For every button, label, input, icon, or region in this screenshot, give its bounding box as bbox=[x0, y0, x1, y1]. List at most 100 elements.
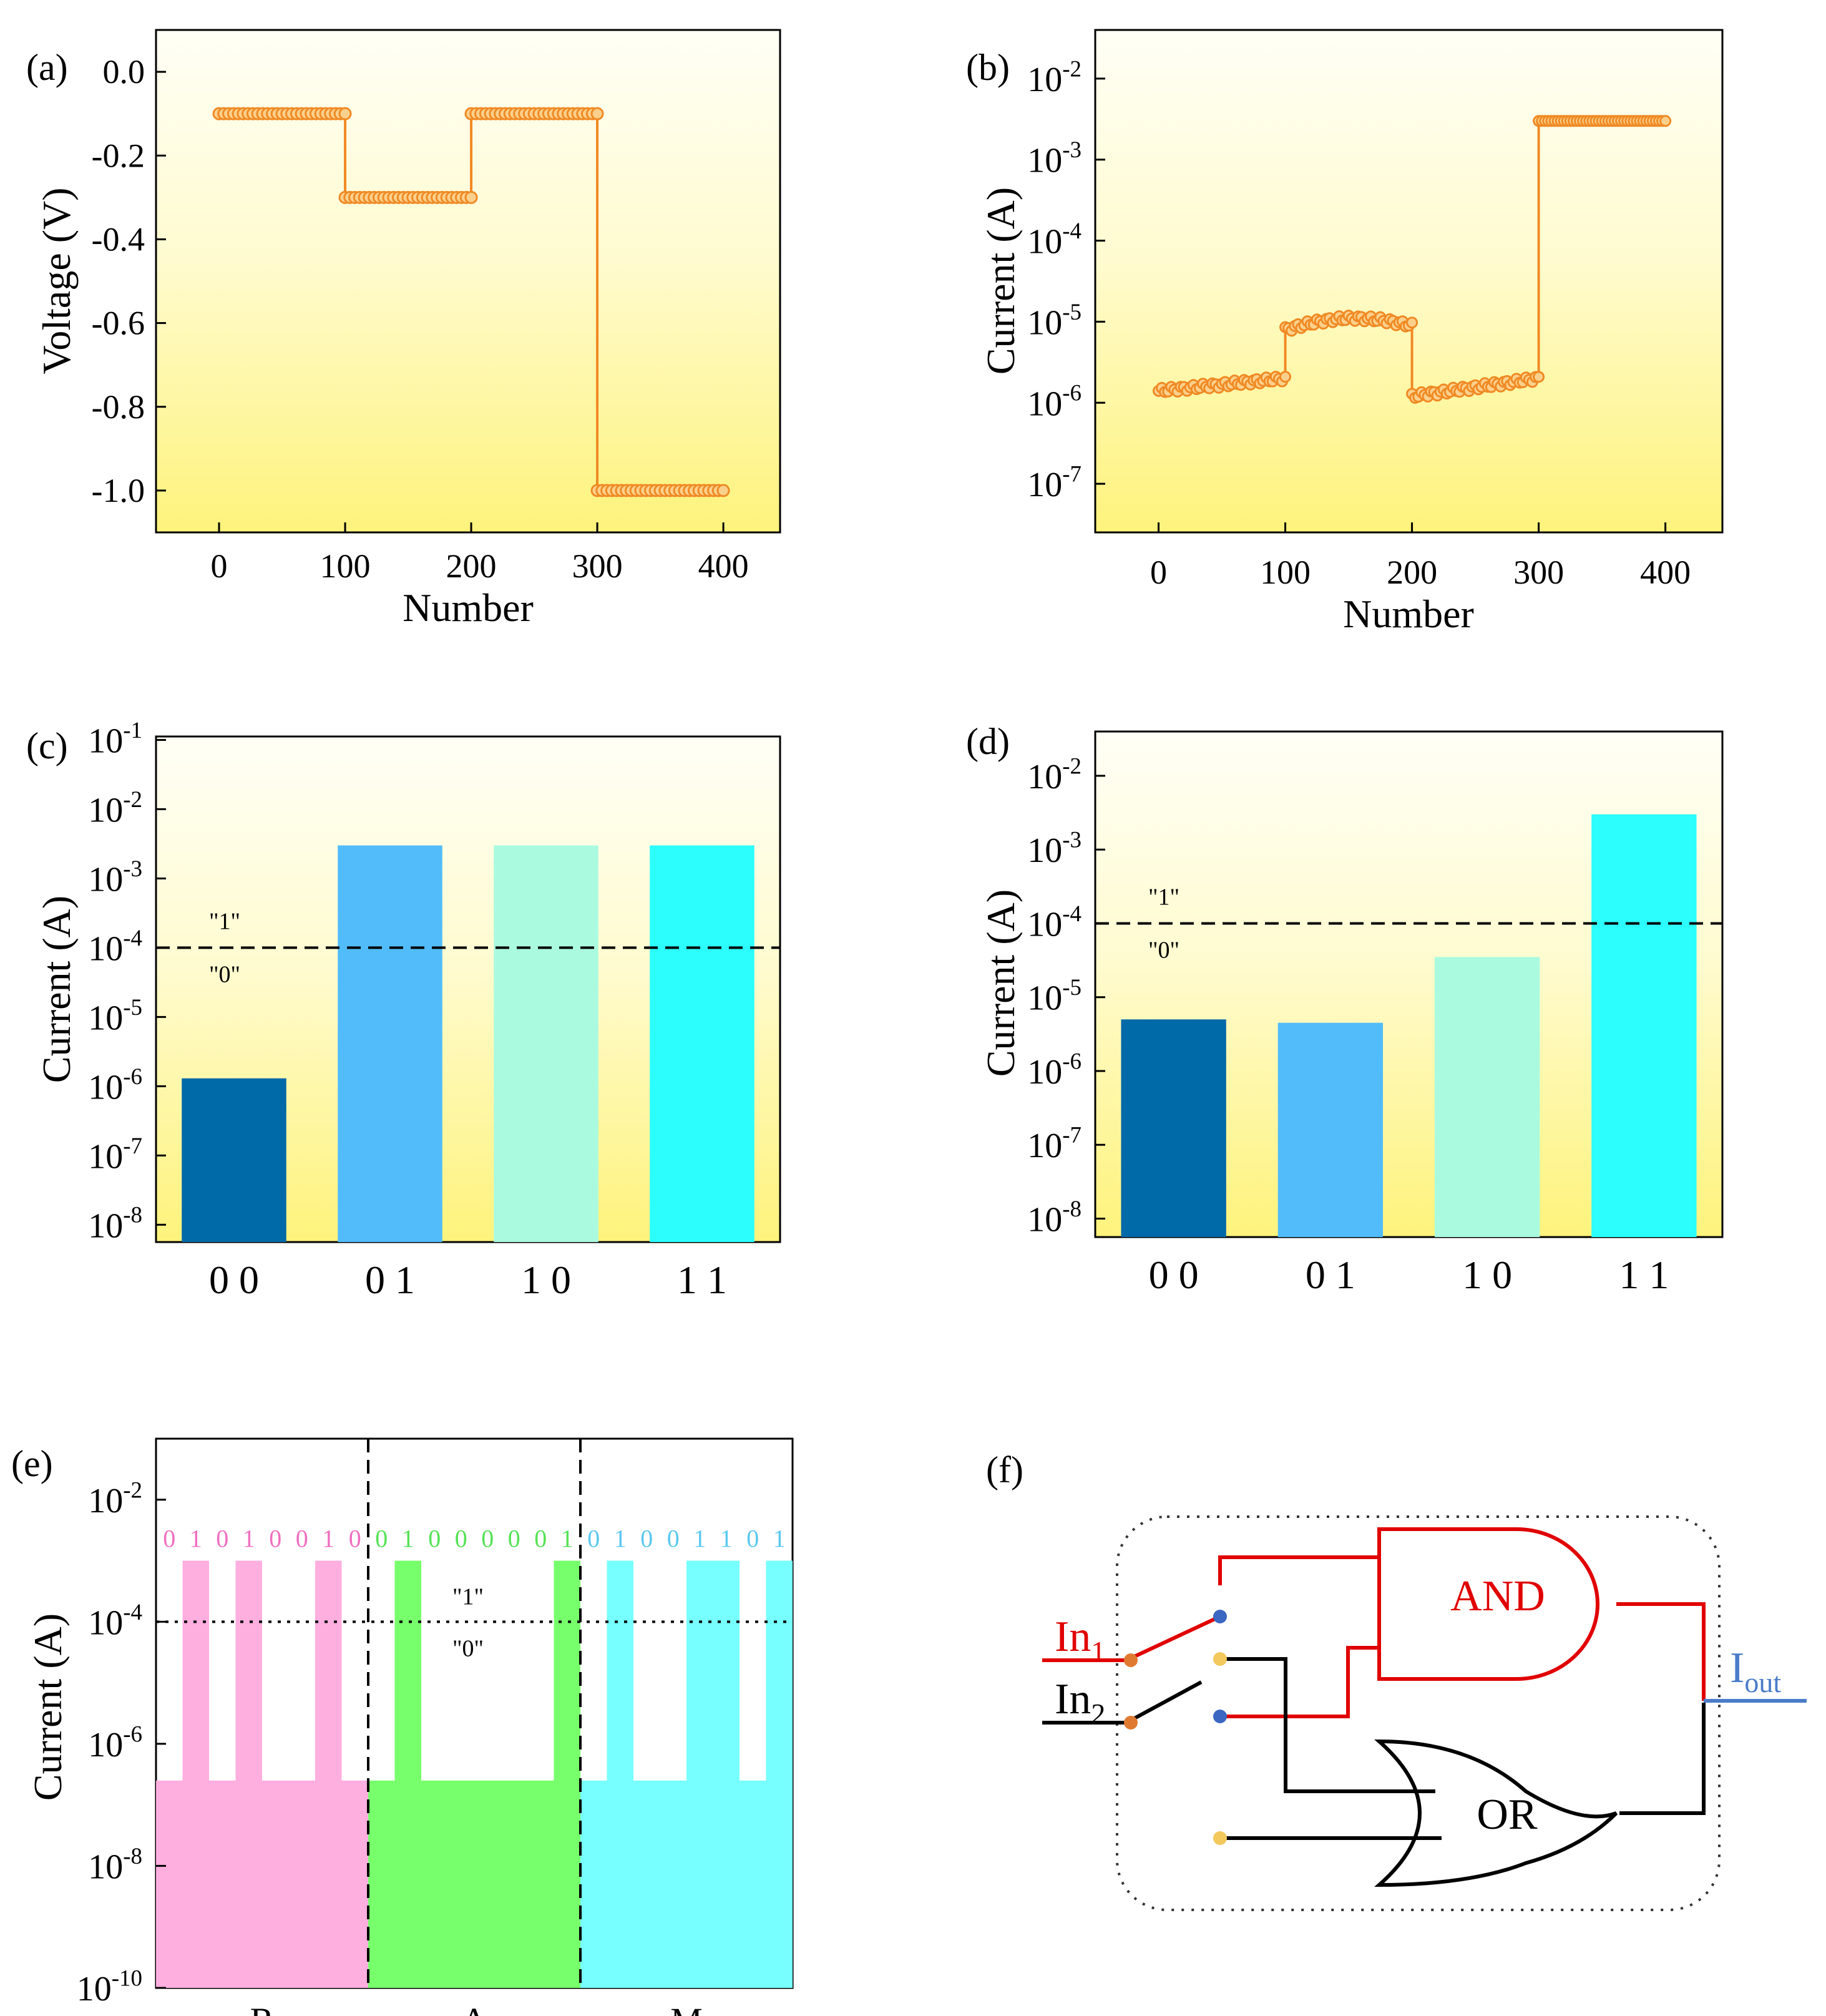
y-tick-label-d-2: 10-4 bbox=[1027, 901, 1081, 944]
y-tick-label-c-3-base: 10 bbox=[88, 929, 123, 968]
bar-d-1 bbox=[1277, 1022, 1384, 1237]
threshold-e: "1" "0" bbox=[156, 1583, 793, 1661]
y-tick-label-c-3-exp: -4 bbox=[123, 925, 142, 951]
y-tick-label-b-3-base: 10 bbox=[1027, 303, 1062, 342]
circuit-boundary bbox=[1116, 1515, 1721, 1911]
y-tick-label-d-5-exp: -7 bbox=[1062, 1122, 1081, 1148]
terminal-or-b bbox=[1213, 1831, 1227, 1845]
y-tick-label-e-3-exp: -8 bbox=[123, 1843, 142, 1869]
panel-label-d: (d) bbox=[966, 721, 1010, 762]
x-tick-label-a-4: 400 bbox=[698, 547, 749, 585]
panel-a: (a) Number Voltage (V) 0 100 200 300 400 0.0… bbox=[26, 29, 781, 630]
x-tick-label-b-2: 200 bbox=[1387, 554, 1437, 591]
x-ticks-b: 0 100 200 300 400 bbox=[1150, 522, 1691, 591]
x-tick-label-b-1: 100 bbox=[1260, 554, 1311, 591]
series-voltage bbox=[212, 107, 730, 497]
bit-label-A-6: 0 bbox=[534, 1525, 547, 1553]
bit-label-R-3: 1 bbox=[243, 1525, 255, 1553]
y-tick-label-b-2-exp: -4 bbox=[1062, 218, 1081, 243]
y-tick-label-e-2: 10-6 bbox=[88, 1721, 142, 1764]
bit-label-A-1: 1 bbox=[402, 1525, 414, 1553]
y-tick-label-b-4: 10-6 bbox=[1027, 380, 1081, 424]
bar-d-2 bbox=[1434, 957, 1540, 1237]
y-tick-label-c-0-exp: -1 bbox=[123, 717, 142, 743]
bit-label-M-4: 1 bbox=[693, 1525, 706, 1553]
y-tick-label-c-0: 10-1 bbox=[88, 717, 142, 761]
y-tick-label-d-4-exp: -6 bbox=[1062, 1048, 1081, 1074]
output-base: I bbox=[1730, 1644, 1744, 1692]
y-axis-title-a: Voltage (V) bbox=[34, 187, 79, 374]
wire-or-out bbox=[1619, 1703, 1706, 1815]
panel-b: (b) Number Current (A) 0 100 200 300 400 10-… bbox=[966, 29, 1724, 636]
threshold-d: "1" "0" bbox=[1095, 884, 1722, 963]
bars-d bbox=[1121, 814, 1697, 1237]
y-tick-label-e-1-exp: -4 bbox=[123, 1599, 142, 1625]
y-tick-label-e-0-base: 10 bbox=[88, 1482, 123, 1520]
bit-label-R-7: 0 bbox=[349, 1525, 361, 1553]
bit-label-A-5: 0 bbox=[508, 1525, 520, 1553]
x-tick-label-d-1: 0 1 bbox=[1306, 1253, 1355, 1297]
input-1-sub: 1 bbox=[1091, 1635, 1105, 1667]
y-tick-label-e-3: 10-8 bbox=[88, 1843, 142, 1887]
y-tick-label-b-3: 10-5 bbox=[1027, 299, 1081, 343]
y-tick-label-c-4-base: 10 bbox=[88, 999, 123, 1037]
plot-area-b bbox=[1094, 29, 1724, 534]
y-tick-label-b-5-exp: -7 bbox=[1062, 461, 1081, 487]
panel-d: (d) Current (A) 10-210-310-410-510-610-7… bbox=[966, 721, 1724, 1297]
output-sub: out bbox=[1744, 1666, 1781, 1698]
y-tick-label-c-2-exp: -3 bbox=[123, 856, 142, 881]
threshold-label-1-d: "1" bbox=[1148, 884, 1179, 910]
y-tick-label-e-1: 10-4 bbox=[88, 1599, 142, 1643]
bar-c-0 bbox=[182, 1078, 286, 1242]
y-tick-label-d-1: 10-3 bbox=[1027, 827, 1081, 871]
x-tick-label-b-4: 400 bbox=[1640, 554, 1691, 591]
plot-area-a bbox=[155, 29, 781, 534]
y-tick-label-d-0: 10-2 bbox=[1027, 753, 1081, 796]
x-tick-label-e-R: R bbox=[250, 2000, 275, 2016]
x-tick-label-a-3: 300 bbox=[572, 547, 623, 585]
y-tick-label-c-1-base: 10 bbox=[88, 791, 123, 830]
bar-c-2 bbox=[494, 845, 598, 1242]
wire-and-out bbox=[1616, 1602, 1706, 1701]
wire-and-in-a bbox=[1218, 1555, 1379, 1585]
y-tick-label-d-2-exp: -4 bbox=[1062, 901, 1081, 926]
threshold-label-0-e: "0" bbox=[452, 1635, 484, 1661]
threshold-label-0-d: "0" bbox=[1148, 937, 1179, 963]
bars-e bbox=[156, 1439, 793, 1988]
y-tick-label-e-3-base: 10 bbox=[88, 1847, 123, 1886]
terminal-or-a bbox=[1213, 1652, 1227, 1666]
voltage-point bbox=[590, 107, 604, 120]
y-tick-label-a-1: -0.2 bbox=[92, 137, 145, 174]
x-ticks-e: RAM bbox=[250, 2000, 703, 2016]
y-tick-label-e-4-exp: -10 bbox=[112, 1965, 142, 1990]
y-tick-label-d-0-exp: -2 bbox=[1062, 753, 1081, 778]
current-point bbox=[1406, 316, 1418, 329]
input-2-base: In bbox=[1055, 1675, 1091, 1723]
y-tick-label-b-4-exp: -6 bbox=[1062, 380, 1081, 406]
signal-area-A bbox=[368, 1560, 580, 1988]
y-axis-title-c: Current (A) bbox=[34, 896, 79, 1083]
y-tick-label-b-1: 10-3 bbox=[1027, 137, 1081, 180]
bit-label-M-0: 0 bbox=[587, 1525, 600, 1553]
y-tick-label-c-6-exp: -7 bbox=[123, 1133, 142, 1158]
y-tick-label-d-1-exp: -3 bbox=[1062, 827, 1081, 853]
x-axis-title-b: Number bbox=[1343, 592, 1474, 636]
panel-label-e: (e) bbox=[11, 1443, 53, 1484]
bar-c-3 bbox=[650, 845, 754, 1242]
signal-area-M bbox=[580, 1560, 793, 1988]
and-gate-label: AND bbox=[1450, 1572, 1545, 1620]
y-tick-label-c-0-base: 10 bbox=[88, 722, 123, 761]
y-tick-label-a-5: -1.0 bbox=[92, 472, 145, 509]
y-tick-label-b-2-base: 10 bbox=[1027, 223, 1062, 262]
y-tick-label-c-5: 10-6 bbox=[88, 1064, 142, 1107]
y-tick-label-d-3: 10-5 bbox=[1027, 974, 1081, 1018]
y-ticks-e: 10-210-410-610-810-10 bbox=[77, 1477, 166, 2009]
x-tick-label-d-0: 0 0 bbox=[1149, 1253, 1199, 1297]
y-tick-label-b-4-base: 10 bbox=[1027, 384, 1062, 423]
y-tick-label-c-4: 10-5 bbox=[88, 994, 142, 1038]
y-tick-label-c-6: 10-7 bbox=[88, 1133, 142, 1177]
or-gate-label: OR bbox=[1477, 1791, 1538, 1839]
y-tick-label-b-2: 10-4 bbox=[1027, 218, 1081, 262]
x-tick-label-e-M: M bbox=[670, 2000, 703, 2016]
